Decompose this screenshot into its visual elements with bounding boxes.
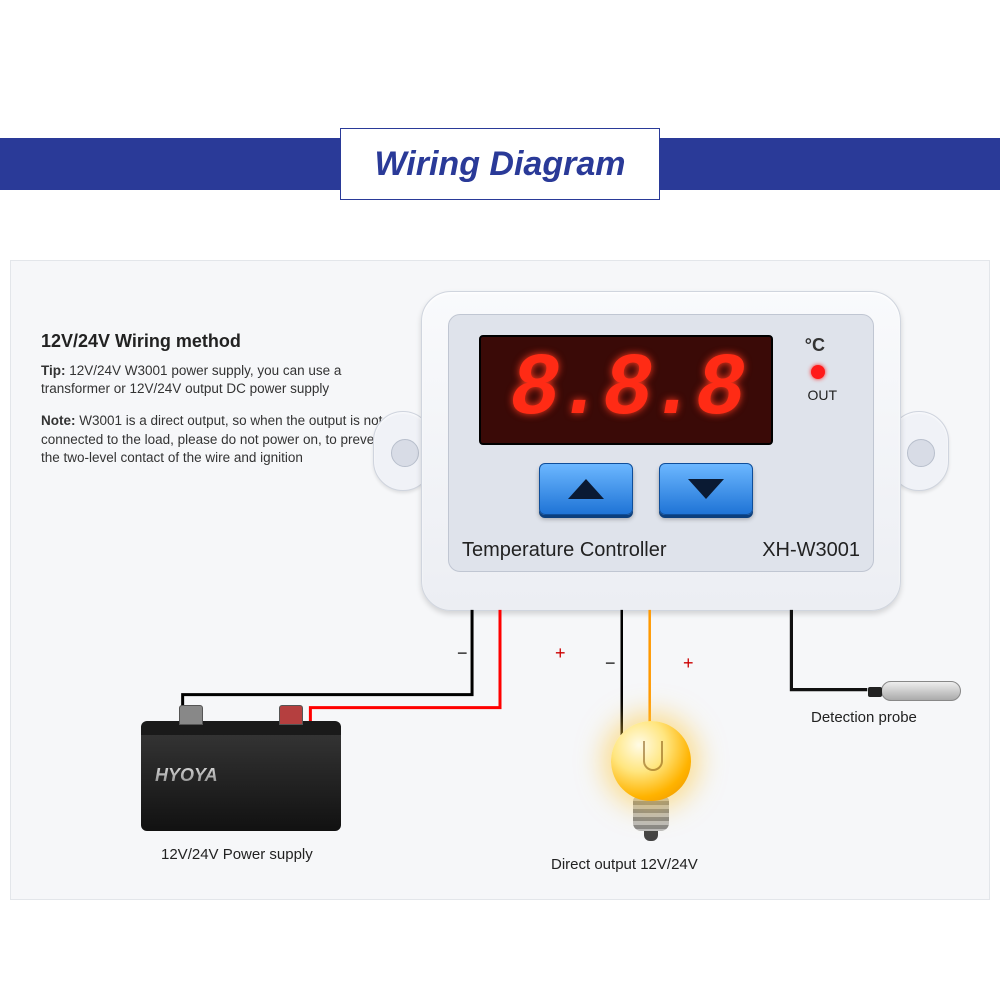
probe-icon bbox=[881, 681, 961, 701]
down-button[interactable] bbox=[659, 463, 753, 515]
page-title: Wiring Diagram bbox=[340, 128, 660, 200]
bulb-glass bbox=[611, 721, 691, 801]
tip-lead: Tip: bbox=[41, 363, 66, 378]
bulb-label: Direct output 12V/24V bbox=[551, 856, 698, 873]
device-body: 8.8.8 °C OUT Temperature Controller XH-W… bbox=[421, 291, 901, 611]
tip-paragraph: Tip: 12V/24V W3001 power supply, you can… bbox=[41, 362, 391, 398]
plus-sign-power: + bbox=[555, 643, 566, 664]
method-heading: 12V/24V Wiring method bbox=[41, 331, 391, 352]
band-right bbox=[660, 138, 1000, 190]
battery-label: 12V/24V Power supply bbox=[161, 846, 313, 863]
minus-sign-output: − bbox=[605, 653, 616, 674]
probe-label: Detection probe bbox=[811, 709, 917, 726]
bulb-base bbox=[633, 797, 669, 831]
plus-sign-output: + bbox=[683, 653, 694, 674]
battery-post-pos bbox=[279, 705, 303, 725]
unit-label: °C bbox=[805, 335, 825, 356]
bulb-tip bbox=[644, 831, 658, 841]
battery-post-neg bbox=[179, 705, 203, 725]
button-row bbox=[539, 463, 753, 515]
note-paragraph: Note: W3001 is a direct output, so when … bbox=[41, 412, 391, 467]
led-display: 8.8.8 bbox=[479, 335, 773, 445]
instructions-text: 12V/24V Wiring method Tip: 12V/24V W3001… bbox=[41, 331, 391, 481]
battery-icon: HYOYA bbox=[141, 721, 341, 831]
battery-brand: HYOYA bbox=[155, 765, 218, 786]
controller-device: 8.8.8 °C OUT Temperature Controller XH-W… bbox=[391, 291, 931, 611]
note-lead: Note: bbox=[41, 413, 76, 428]
device-label-left: Temperature Controller bbox=[462, 539, 667, 562]
diagram-panel: 12V/24V Wiring method Tip: 12V/24V W3001… bbox=[10, 260, 990, 900]
tip-body: 12V/24V W3001 power supply, you can use … bbox=[41, 363, 341, 396]
device-model-label: Temperature Controller XH-W3001 bbox=[462, 539, 860, 562]
device-label-right: XH-W3001 bbox=[762, 539, 860, 562]
note-body: W3001 is a direct output, so when the ou… bbox=[41, 413, 386, 464]
out-label: OUT bbox=[807, 387, 837, 403]
out-led-icon bbox=[811, 365, 825, 379]
wire-probe bbox=[791, 610, 867, 690]
up-button[interactable] bbox=[539, 463, 633, 515]
bulb-icon bbox=[611, 721, 691, 841]
band-left bbox=[0, 138, 340, 190]
device-face: 8.8.8 °C OUT bbox=[448, 314, 874, 572]
minus-sign-power: − bbox=[457, 643, 468, 664]
display-digits: 8.8.8 bbox=[510, 341, 742, 440]
